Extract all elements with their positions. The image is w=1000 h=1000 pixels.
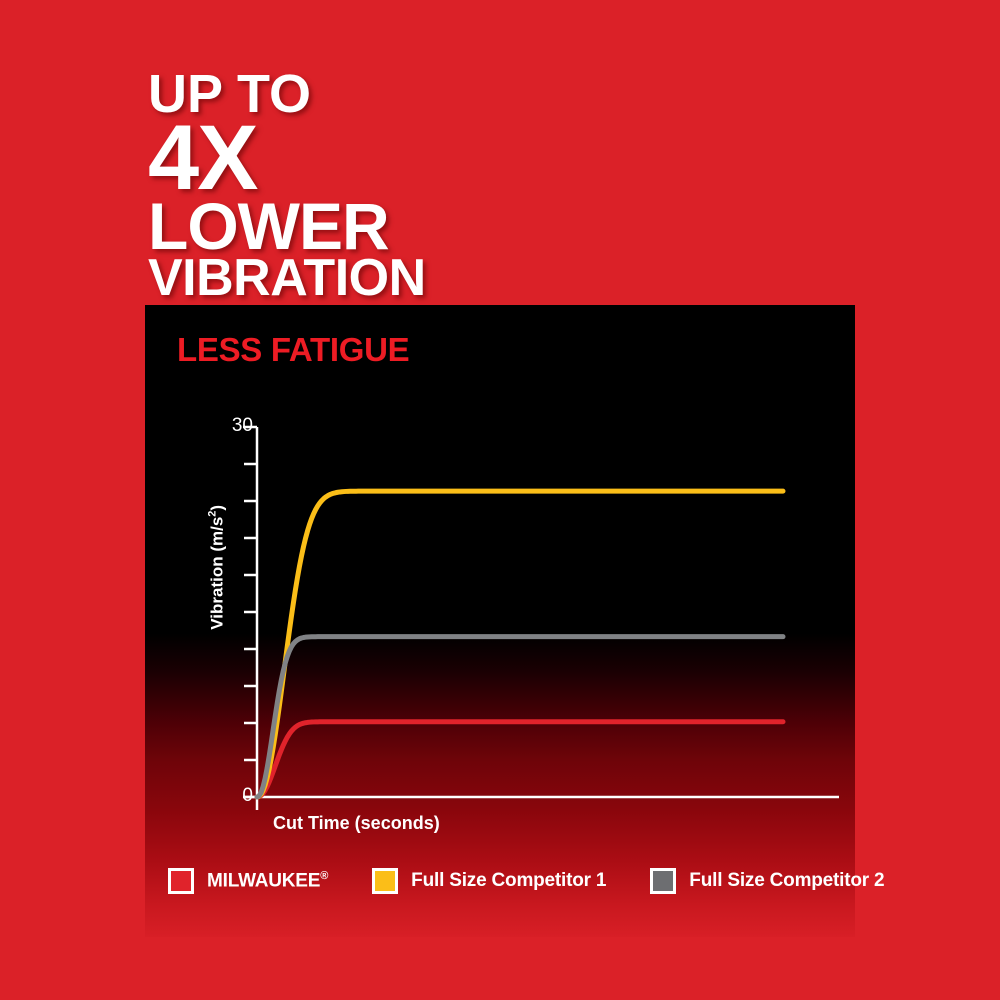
axes-group xyxy=(243,425,839,810)
chart-legend: MILWAUKEE® Full Size Competitor 1 Full Siz… xyxy=(168,868,928,894)
y-axis-tick-max: 30 xyxy=(231,415,253,436)
legend-label: Full Size Competitor 2 xyxy=(689,870,885,891)
headline-line-up-to: UP TO xyxy=(148,64,312,124)
panel-title: LESS FATIGUE xyxy=(177,331,410,368)
series-line xyxy=(254,719,786,800)
headline-line-lower: LOWER xyxy=(148,189,390,264)
headline: UP TO 4X LOWER VIBRATION xyxy=(148,64,848,308)
legend-item: MILWAUKEE® xyxy=(168,868,328,894)
headline-line-vibration: VIBRATION xyxy=(148,249,426,308)
chart-svg xyxy=(243,425,839,810)
y-axis-tick-min: 0 xyxy=(242,785,253,806)
legend-swatch xyxy=(650,868,677,894)
series-line xyxy=(254,634,786,800)
chart-panel: LESS FATIGUE Vibration (m/s2) 30 0 Cut T… xyxy=(145,305,855,937)
legend-item: Full Size Competitor 1 xyxy=(372,868,606,894)
plot-area: Vibration (m/s2) 30 0 Cut Time (seconds) xyxy=(145,305,855,937)
series-group xyxy=(254,488,786,800)
legend-label: MILWAUKEE® xyxy=(207,869,329,892)
legend-swatch xyxy=(168,868,194,894)
series-line xyxy=(254,488,786,800)
legend-swatch xyxy=(372,868,399,894)
legend-label-superscript: ® xyxy=(320,869,329,882)
legend-label: Full Size Competitor 1 xyxy=(411,870,607,891)
x-axis-label: Cut Time (seconds) xyxy=(273,813,440,833)
headline-line-4x: 4X xyxy=(148,106,259,209)
legend-item: Full Size Competitor 2 xyxy=(650,868,885,894)
